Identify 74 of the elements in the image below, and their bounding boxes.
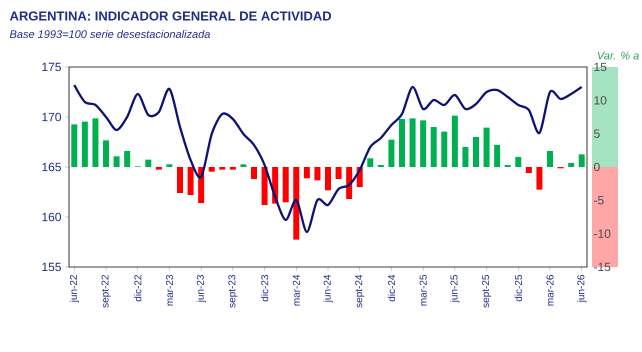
bar [410, 118, 416, 167]
bar [568, 162, 574, 167]
bar [430, 126, 437, 167]
y-tick-label: 165 [42, 162, 61, 172]
bar [578, 154, 585, 167]
bar [82, 122, 88, 167]
chart-subtitle: Base 1993=100 serie desestacionalizada [10, 30, 210, 38]
bar [494, 144, 500, 167]
bar [452, 116, 458, 167]
bar [388, 140, 394, 167]
x-tick-label: jun-22 [70, 275, 79, 303]
y2-tick-label: 10 [594, 96, 606, 105]
bar [325, 166, 332, 190]
y2-tick-label: 5 [594, 129, 600, 138]
y-tick-label: 160 [42, 212, 62, 222]
bar [251, 166, 257, 179]
y2-tick-label: -5 [594, 196, 604, 204]
bar [304, 166, 310, 178]
bar [124, 150, 130, 167]
bar [484, 128, 490, 167]
bar [208, 166, 215, 172]
x-tick-label: jun-25 [450, 274, 460, 303]
bar [441, 132, 448, 167]
x-tick-label: sept-25 [482, 274, 492, 308]
bar [462, 146, 468, 167]
bar [230, 166, 236, 170]
x-tick-label: sept-22 [101, 275, 111, 308]
y2-tick-label: 0 [594, 162, 600, 172]
bar [188, 166, 194, 195]
bar [166, 164, 172, 167]
x-tick-label: sept-24 [355, 274, 364, 308]
bar [293, 166, 300, 240]
y2-tick-label: -15 [594, 262, 610, 272]
x-tick-label: dic-23 [260, 274, 268, 302]
bar [219, 166, 226, 170]
y-tick-label: 170 [42, 112, 62, 122]
x-tick-label: jun-24 [323, 274, 333, 303]
x-tick-label: sept-23 [228, 274, 238, 308]
x-tick-label: mar-23 [166, 274, 173, 306]
bar [314, 166, 320, 180]
bar [71, 124, 78, 167]
y-tick-label: 175 [42, 62, 61, 72]
x-tick-label: dic-25 [514, 274, 522, 302]
y2-axis-title: Var. % a [598, 52, 639, 60]
bar [515, 156, 522, 167]
bar [282, 166, 289, 202]
bar [103, 140, 110, 167]
bar [145, 160, 152, 167]
bar [262, 166, 268, 205]
bar [114, 156, 120, 167]
bar [536, 166, 542, 190]
bar [346, 166, 352, 199]
bar [92, 118, 98, 167]
bar [367, 158, 374, 167]
x-tick-label: mar-26 [546, 274, 554, 306]
chart-title: ARGENTINA: INDICADOR GENERAL DE ACTIVIDAD [10, 11, 332, 21]
bar [546, 150, 553, 167]
bar [473, 136, 479, 167]
bar [420, 120, 426, 167]
x-tick-label: mar-24 [292, 274, 300, 306]
y2-tick-label: -10 [594, 229, 610, 238]
bar [336, 166, 342, 179]
x-tick-label: dic-22 [134, 275, 142, 302]
bar [240, 164, 246, 167]
x-tick-label: jun-23 [196, 274, 206, 303]
line-series [73, 84, 583, 234]
x-tick-label: dic-24 [388, 274, 396, 302]
bar [156, 166, 162, 170]
x-tick-label: jun-26 [577, 274, 586, 303]
y-tick-label: 155 [42, 262, 61, 272]
bar [399, 118, 405, 167]
bar [177, 166, 184, 193]
bar [526, 166, 532, 173]
x-tick-label: mar-25 [420, 274, 427, 306]
